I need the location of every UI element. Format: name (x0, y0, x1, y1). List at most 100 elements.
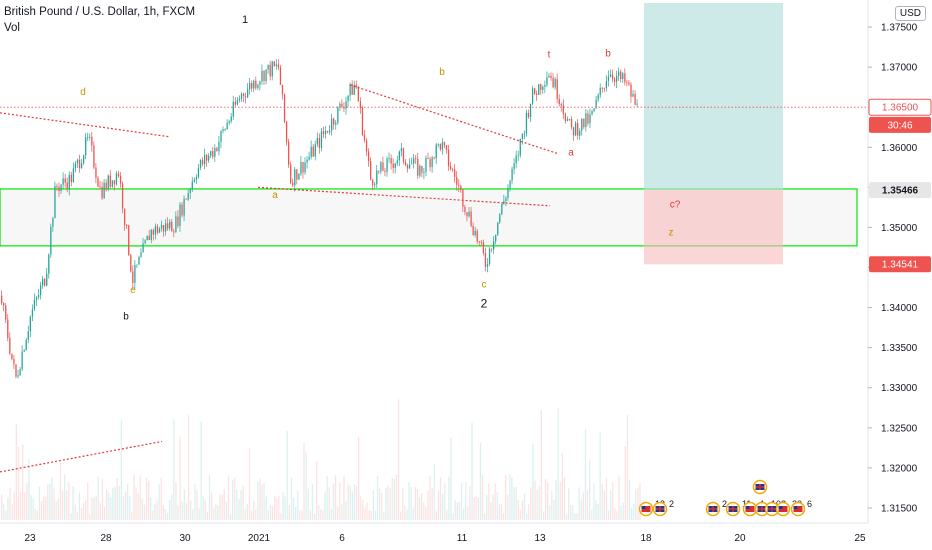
candle-body (152, 229, 154, 235)
candle-body (124, 208, 126, 226)
candle-body (515, 155, 517, 164)
volume-bar (423, 502, 425, 520)
candle-body (326, 130, 329, 133)
candle-body (437, 143, 439, 145)
candle-body (472, 225, 474, 235)
volume-bar (232, 480, 234, 520)
volume-bar (616, 511, 618, 520)
volume-bar (11, 504, 13, 520)
volume-bar (244, 509, 246, 520)
volume-bar (177, 505, 179, 520)
candle-body (550, 75, 552, 78)
price-tick-label: 1.37500 (881, 23, 918, 34)
volume-bar (3, 504, 5, 520)
candle-body (148, 235, 150, 241)
price-tick-label: 1.33500 (881, 343, 918, 354)
candle-body (249, 83, 251, 90)
candle-body (298, 173, 300, 180)
stop-zone (644, 189, 783, 265)
candle-body (452, 169, 454, 171)
candle-body (136, 264, 138, 266)
economic-event-markers: 1222114103306 (638, 479, 812, 517)
volume-bar (469, 485, 471, 520)
candle-body (552, 77, 554, 88)
candle-body (230, 116, 232, 122)
volume-bar (486, 495, 488, 520)
volume-bar (74, 504, 76, 520)
candle-body (267, 64, 269, 70)
candle-body (113, 180, 116, 185)
candle-body (271, 61, 273, 77)
candle-body (300, 162, 302, 174)
volume-bar (612, 481, 614, 520)
time-tick-label: 23 (24, 533, 36, 544)
candle-body (347, 95, 349, 102)
volume-bar (603, 490, 605, 520)
volume-bar (509, 474, 511, 520)
candle-body (224, 129, 226, 130)
candle-body (575, 122, 577, 136)
candle-body (183, 198, 185, 216)
volume-bar (290, 477, 293, 520)
candle-body (216, 147, 218, 152)
volume-bar (320, 509, 322, 520)
symbol-title[interactable]: British Pound / U.S. Dollar, 1h, FXCM (4, 6, 196, 18)
volume-bar (301, 510, 303, 520)
candle-body (568, 118, 571, 120)
volume-bar (82, 502, 85, 520)
volume-bar (551, 489, 553, 520)
wave-label: e (130, 285, 136, 296)
volume-bar (223, 489, 225, 520)
volume-bar (305, 452, 307, 520)
candle-body (25, 339, 27, 351)
volume-bar (337, 506, 339, 520)
volume-bar (362, 499, 364, 520)
currency-button[interactable]: USD (894, 6, 926, 21)
candle-body (66, 182, 68, 190)
volume-bar (202, 496, 204, 520)
volume-bar (47, 484, 49, 520)
candle-body (570, 118, 573, 128)
candle-body (154, 226, 157, 235)
candle-body (353, 84, 355, 95)
candle-body (70, 174, 72, 183)
candle-body (603, 87, 605, 89)
volume-bar (572, 505, 574, 520)
candle-body (121, 183, 124, 209)
volume-bar (38, 486, 41, 520)
volume-indicator-label[interactable]: Vol (4, 22, 20, 34)
candle-body (335, 122, 337, 125)
event-marker: 6 (790, 499, 812, 517)
volume-bar (299, 510, 301, 520)
candle-body (490, 248, 493, 250)
volume-bar (183, 489, 185, 520)
wave-label: b (605, 49, 611, 60)
candle-body (527, 112, 530, 118)
volume-bar (238, 499, 240, 520)
candle-body (595, 99, 597, 109)
volume-bar (381, 492, 383, 520)
volume-bar (607, 510, 610, 520)
volume-bar (395, 474, 398, 520)
volume-bar (559, 481, 561, 520)
price-badge: 1.34541 (869, 256, 931, 273)
candle-body (624, 73, 626, 83)
volume-bar (360, 496, 362, 520)
volume-bar (448, 476, 450, 520)
candle-body (505, 198, 507, 201)
candle-body (411, 163, 413, 165)
volume-bar (353, 483, 356, 520)
candle-body (636, 103, 638, 105)
candle-body (171, 221, 173, 232)
volume-bar (458, 502, 461, 520)
price-badge-bg (869, 256, 931, 273)
candle-body (585, 113, 587, 128)
volume-bar (133, 474, 135, 520)
candle-body (236, 100, 239, 105)
volume-bar (341, 504, 343, 520)
candle-body (333, 118, 335, 125)
wave-label: c? (670, 199, 681, 210)
volume-bar (269, 505, 272, 520)
candle-body (290, 164, 292, 183)
